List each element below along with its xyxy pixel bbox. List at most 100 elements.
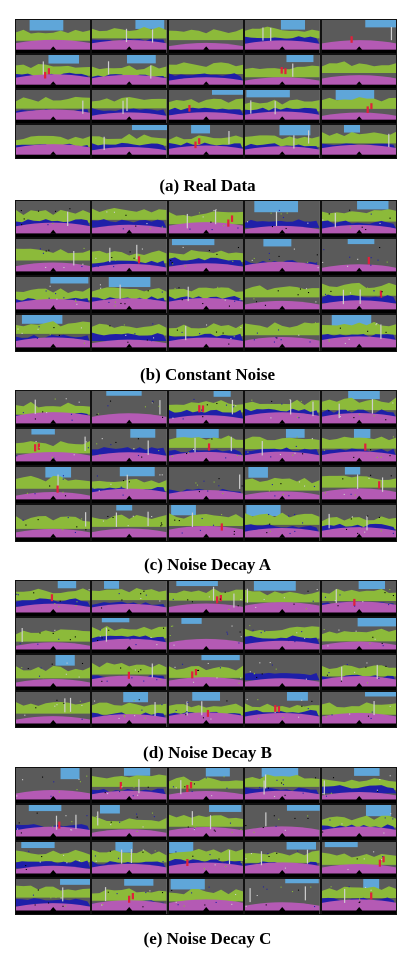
segmentation-image [168,201,244,237]
segmentation-image [245,805,320,840]
segmentation-thumbnail [92,125,167,158]
caption-noise-decay-c: (e) Noise Decay C [143,929,272,948]
segmentation-image [245,90,320,123]
segmentation-thumbnail [245,618,320,653]
segmentation-thumbnail [321,505,396,541]
segmentation-image [92,315,167,351]
segmentation-thumbnail [168,20,244,53]
segmentation-thumbnail [16,391,91,427]
segmentation-thumbnail [92,505,167,541]
segmentation-image [92,768,167,803]
segmentation-thumbnail [321,842,396,877]
segmentation-image [16,768,91,803]
segmentation-thumbnail [92,90,167,123]
segmentation-thumbnail [168,90,244,123]
segmentation-thumbnail [168,879,244,914]
segmentation-image [321,315,396,351]
segmentation-thumbnail [321,55,396,88]
segmentation-image [321,20,396,53]
segmentation-image [16,125,91,158]
segmentation-thumbnail [16,581,91,616]
segmentation-image [16,277,91,313]
segmentation-thumbnail [16,768,91,803]
caption-noise-decay-b: (d) Noise Decay B [143,743,272,762]
segmentation-image [16,239,91,275]
segmentation-image [245,842,320,877]
segmentation-image [168,805,244,840]
segmentation-image [245,655,320,690]
segmentation-thumbnail [16,805,91,840]
segmentation-image [245,20,320,53]
segmentation-image [321,581,396,616]
segmentation-thumbnail [245,55,320,88]
segmentation-thumbnail [321,655,396,690]
segmentation-image [245,277,320,313]
segmentation-image [321,55,396,88]
segmentation-thumbnail [321,805,396,840]
segmentation-thumbnail [245,467,320,503]
segmentation-thumbnail [321,201,396,237]
segmentation-image [321,391,396,427]
segmentation-image [92,692,167,727]
segmentation-image [92,842,167,877]
segmentation-image [16,805,91,840]
segmentation-image [168,315,244,351]
segmentation-image [245,768,320,803]
segmentation-thumbnail [168,277,244,313]
segmentation-image [168,55,244,88]
segmentation-image [245,581,320,616]
segmentation-thumbnail [321,391,396,427]
segmentation-image [92,201,167,237]
segmentation-image [16,842,91,877]
segmentation-thumbnail [16,239,91,275]
segmentation-image [92,805,167,840]
segmentation-thumbnail [16,429,91,465]
segmentation-thumbnail [321,768,396,803]
segmentation-image [321,125,396,158]
segmentation-image [92,618,167,653]
segmentation-image [168,505,244,541]
segmentation-thumbnail [16,879,91,914]
segmentation-thumbnail [321,429,396,465]
segmentation-thumbnail [92,655,167,690]
segmentation-thumbnail [245,805,320,840]
segmentation-thumbnail [92,239,167,275]
segmentation-image [245,239,320,275]
image-grid [15,200,397,352]
panel-real-data [15,19,397,159]
segmentation-thumbnail [168,201,244,237]
segmentation-image [16,505,91,541]
segmentation-thumbnail [321,315,396,351]
segmentation-image [16,90,91,123]
segmentation-thumbnail [321,581,396,616]
segmentation-image [321,768,396,803]
segmentation-image [321,505,396,541]
segmentation-image [245,391,320,427]
segmentation-image [16,55,91,88]
segmentation-thumbnail [92,581,167,616]
segmentation-image [321,879,396,914]
segmentation-image [245,618,320,653]
segmentation-thumbnail [16,201,91,237]
segmentation-thumbnail [245,692,320,727]
segmentation-image [321,239,396,275]
segmentation-image [92,277,167,313]
segmentation-thumbnail [245,125,320,158]
segmentation-thumbnail [16,842,91,877]
segmentation-image [168,842,244,877]
segmentation-image [16,429,91,465]
segmentation-thumbnail [321,90,396,123]
segmentation-image [92,505,167,541]
segmentation-thumbnail [245,879,320,914]
caption-noise-decay-a: (c) Noise Decay A [144,555,271,574]
segmentation-thumbnail [16,90,91,123]
segmentation-image [168,879,244,914]
segmentation-image [92,429,167,465]
segmentation-thumbnail [168,467,244,503]
segmentation-image [321,618,396,653]
segmentation-thumbnail [168,315,244,351]
segmentation-image [168,391,244,427]
segmentation-image [321,90,396,123]
segmentation-thumbnail [92,277,167,313]
segmentation-thumbnail [321,239,396,275]
